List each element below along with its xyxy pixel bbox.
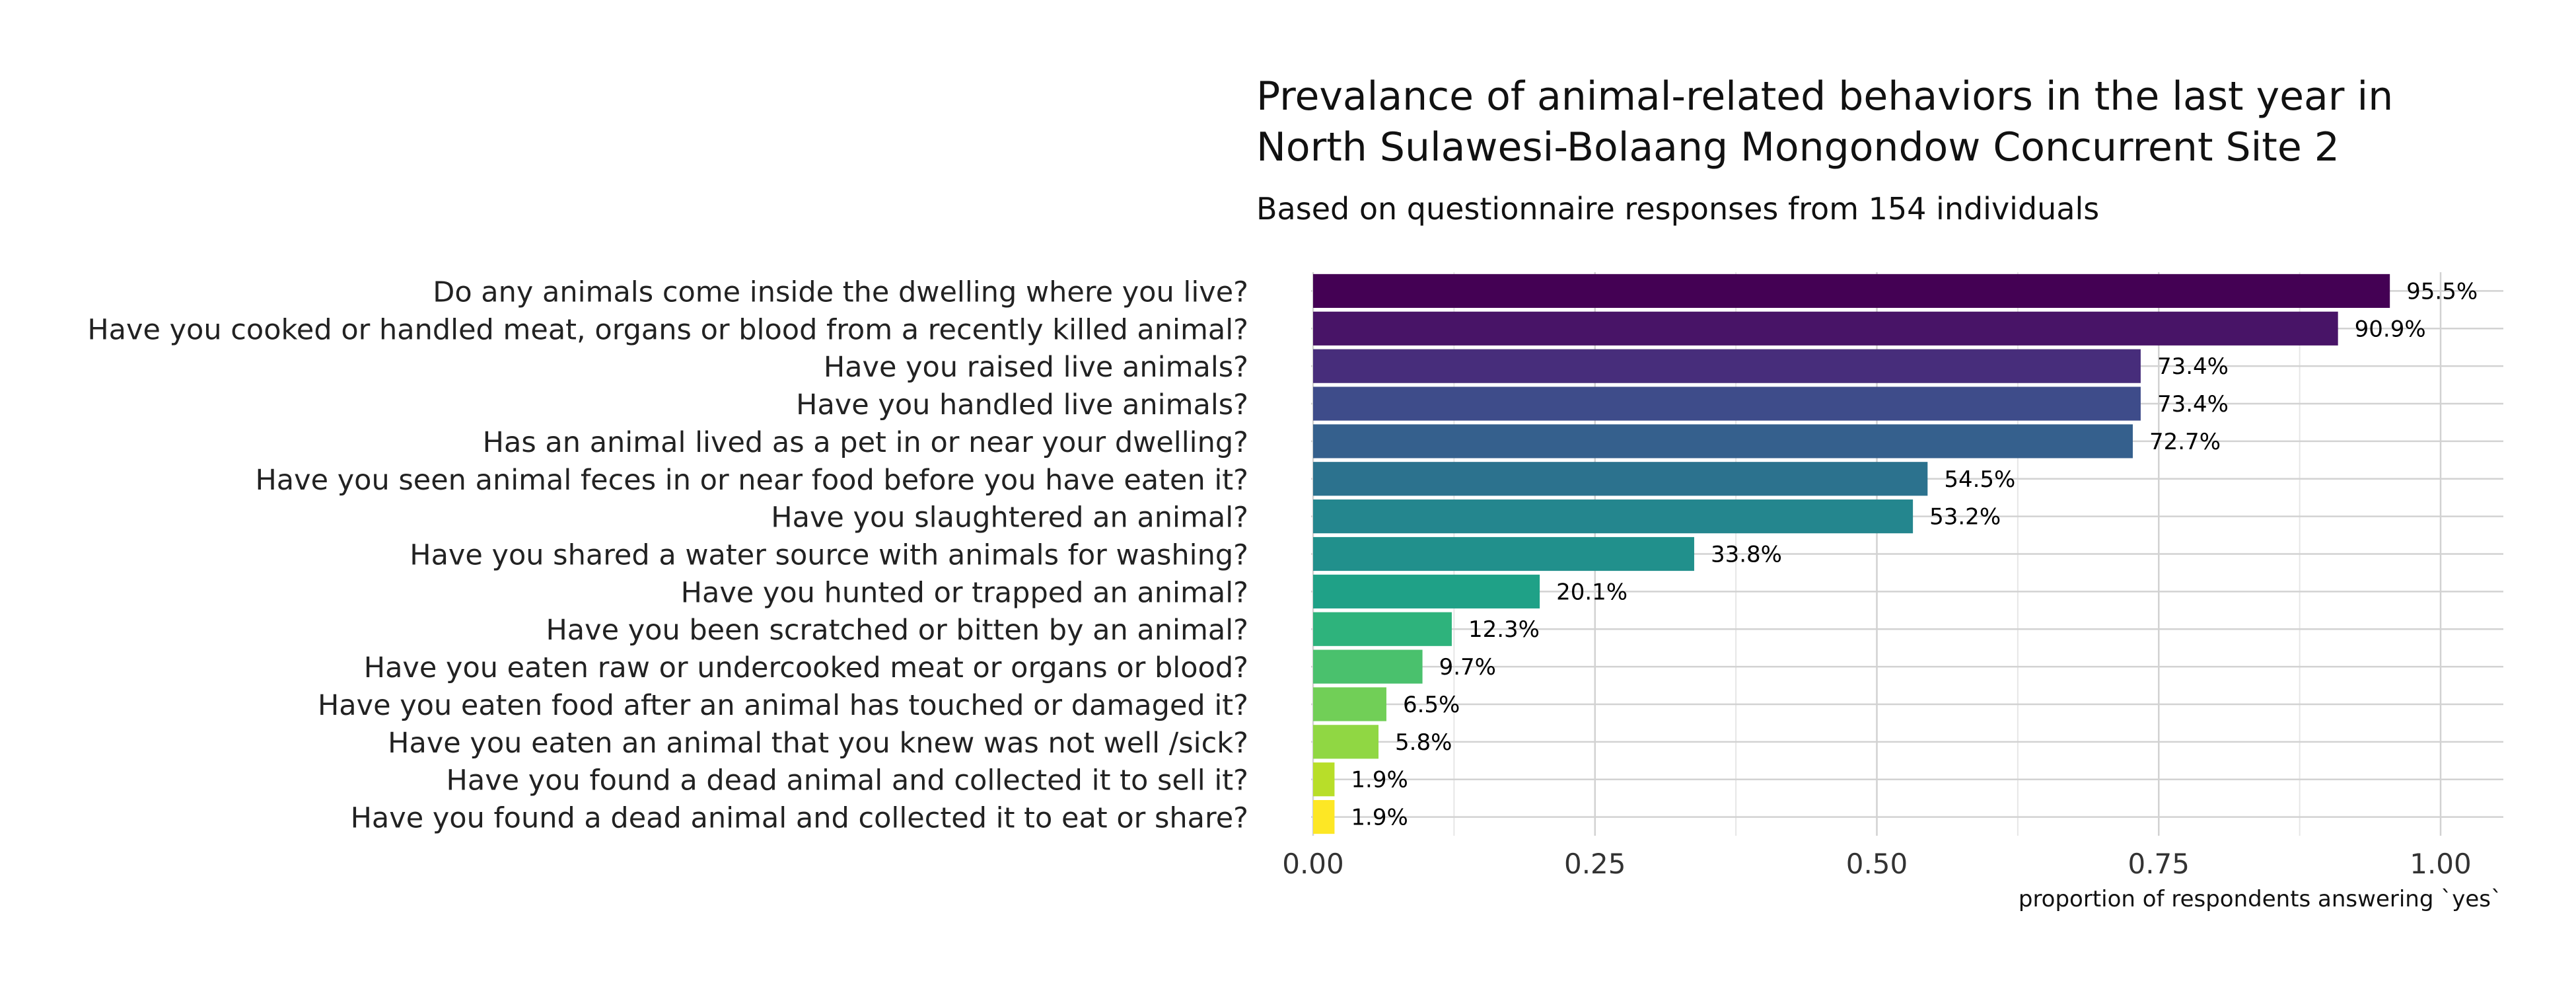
x-axis-ticks: 0.00 0.25 0.50 0.75 1.00 bbox=[1282, 848, 2472, 880]
bar-value-label: 95.5% bbox=[2406, 278, 2478, 305]
category-label: Have you found a dead animal and collect… bbox=[447, 764, 1248, 797]
category-label: Have you hunted or trapped an animal? bbox=[681, 576, 1248, 609]
bar bbox=[1313, 687, 1386, 721]
bar-value-label: 9.7% bbox=[1439, 654, 1496, 680]
x-tick-label: 0.75 bbox=[2128, 848, 2190, 880]
x-tick-label: 0.00 bbox=[1282, 848, 1344, 880]
bar-value-label: 73.4% bbox=[2157, 391, 2229, 418]
bar-value-label: 20.1% bbox=[1556, 579, 1628, 605]
bar bbox=[1313, 612, 1452, 646]
bar-value-label: 73.4% bbox=[2157, 353, 2229, 380]
chart-subtitle: Based on questionnaire responses from 15… bbox=[1256, 191, 2100, 227]
category-labels: Do any animals come inside the dwelling … bbox=[87, 275, 1248, 834]
category-label: Have you raised live animals? bbox=[824, 351, 1248, 384]
x-tick-label: 0.50 bbox=[1846, 848, 1908, 880]
bar bbox=[1313, 274, 2390, 309]
bar-value-label: 12.3% bbox=[1468, 616, 1540, 643]
bar-value-label: 53.2% bbox=[1929, 504, 2001, 531]
x-tick-label: 0.25 bbox=[1564, 848, 1626, 880]
data-labels: 95.5% 90.9% 73.4% 73.4% 72.7% 54.5% 53.2% 33.8%… bbox=[1351, 278, 2478, 830]
category-label: Have you found a dead animal and collect… bbox=[351, 802, 1248, 835]
chart-title-line-1: Prevalance of animal-related behaviors i… bbox=[1256, 73, 2394, 120]
bar-value-label: 33.8% bbox=[1711, 542, 1782, 568]
category-label: Have you eaten raw or undercooked meat o… bbox=[364, 651, 1248, 684]
bar-value-label: 1.9% bbox=[1351, 767, 1408, 793]
category-label: Have you eaten food after an animal has … bbox=[318, 689, 1248, 722]
category-label: Have you seen animal feces in or near fo… bbox=[255, 464, 1248, 497]
bar bbox=[1313, 799, 1335, 834]
bar bbox=[1313, 386, 2141, 421]
bar bbox=[1313, 536, 1694, 571]
bar-value-label: 72.7% bbox=[2149, 429, 2221, 455]
category-label: Do any animals come inside the dwelling … bbox=[433, 275, 1248, 309]
bar-value-label: 1.9% bbox=[1351, 805, 1408, 831]
bar-value-label: 54.5% bbox=[1944, 466, 2015, 493]
bar-value-label: 6.5% bbox=[1403, 692, 1460, 718]
bar bbox=[1313, 349, 2141, 383]
bar-value-label: 90.9% bbox=[2355, 316, 2426, 342]
category-label: Have you cooked or handled meat, organs … bbox=[87, 313, 1248, 346]
x-tick-label: 1.00 bbox=[2410, 848, 2472, 880]
category-label: Have you slaughtered an animal? bbox=[771, 501, 1248, 534]
bar bbox=[1313, 311, 2338, 346]
category-label: Have you shared a water source with anim… bbox=[410, 539, 1248, 572]
bar bbox=[1313, 574, 1540, 608]
bar-value-label: 5.8% bbox=[1395, 729, 1452, 756]
bar bbox=[1313, 725, 1379, 759]
bars bbox=[1313, 274, 2390, 834]
category-label: Have you eaten an animal that you knew w… bbox=[388, 727, 1248, 760]
bar bbox=[1313, 424, 2133, 459]
category-label: Have you been scratched or bitten by an … bbox=[546, 614, 1248, 647]
x-axis-label: proportion of respondents answering `yes… bbox=[2019, 886, 2502, 912]
chart-title-line-2: North Sulawesi-Bolaang Mongondow Concurr… bbox=[1256, 124, 2340, 170]
category-label: Has an animal lived as a pet in or near … bbox=[483, 426, 1248, 459]
chart-title: Prevalance of animal-related behaviors i… bbox=[1256, 71, 2511, 173]
category-label: Have you handled live animals? bbox=[796, 388, 1248, 422]
bar bbox=[1313, 499, 1914, 534]
bar bbox=[1313, 649, 1423, 684]
bar bbox=[1313, 462, 1928, 496]
bar bbox=[1313, 762, 1335, 797]
